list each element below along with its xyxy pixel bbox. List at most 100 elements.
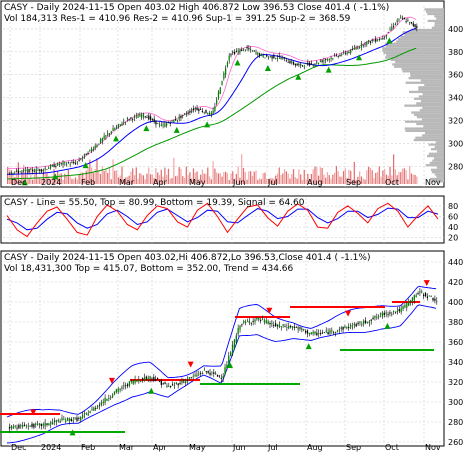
candle-body [394, 23, 397, 26]
volume-bar [235, 173, 237, 184]
candle-body [67, 162, 70, 164]
trend-candle-body [25, 427, 28, 429]
trend-x-tick-label: Mar [119, 443, 135, 452]
volume-bar [33, 170, 36, 184]
candle-body [391, 26, 393, 30]
trend-candle-body [14, 425, 16, 427]
volume-profile-bar [390, 58, 444, 61]
volume-bar [401, 168, 404, 184]
trend-candle-body [319, 332, 322, 334]
candle-body [378, 39, 380, 40]
candle-body [158, 124, 161, 126]
sell-arrow-icon [108, 377, 115, 384]
trend-y-tick-label: 420 [448, 278, 463, 287]
volume-profile-bar [434, 15, 444, 18]
volume-profile-bar [430, 177, 444, 181]
candle-body [262, 55, 264, 57]
volume-bar [262, 173, 264, 184]
candle-body [319, 61, 321, 63]
volume-bar [371, 170, 373, 184]
candle-body [412, 23, 414, 26]
volume-bar [180, 168, 182, 184]
trend-candle-body [153, 377, 155, 381]
candle-body [116, 126, 118, 129]
candle-body [74, 162, 77, 165]
candle-body [117, 124, 120, 127]
candle-body [107, 133, 109, 136]
volume-bar [65, 175, 68, 184]
trend-candle-body [31, 423, 33, 427]
volume-bar [257, 179, 259, 184]
volume-profile-bar [422, 134, 444, 137]
candle-body [205, 109, 207, 114]
volume-bar [155, 168, 157, 184]
volume-bar [67, 169, 70, 184]
price-y-tick-label: 340 [448, 94, 463, 103]
candle-body [344, 52, 346, 54]
volume-bar [317, 175, 320, 184]
buy-arrow-icon [295, 73, 302, 80]
volume-profile-bar [434, 24, 444, 27]
volume-profile-bar [384, 56, 444, 59]
price-x-tick-label: Apr [153, 178, 168, 187]
buy-arrow-icon [143, 125, 150, 132]
trend-candle-body [168, 386, 170, 388]
candle-body [98, 143, 100, 145]
volume-profile-bar [418, 88, 444, 91]
volume-profile-bar [415, 136, 444, 139]
candle-body [367, 40, 370, 42]
trend-candle-body [256, 317, 258, 320]
volume-profile-bar [425, 164, 444, 167]
trend-x-tick-label: Apr [153, 443, 168, 452]
trend-candle-body [102, 402, 104, 404]
volume-bar [271, 178, 273, 184]
candle-body [30, 168, 32, 170]
trend-y-tick-label: 440 [448, 258, 463, 267]
volume-profile-bar [416, 122, 444, 126]
trend-candle-body [385, 312, 387, 314]
candle-body [283, 57, 286, 59]
candle-body [296, 63, 298, 66]
trend-candle-body [436, 301, 438, 302]
volume-bar [51, 176, 53, 184]
candle-body [101, 138, 103, 141]
volume-bar [337, 171, 339, 184]
candle-body [269, 56, 271, 58]
candle-body [174, 119, 177, 121]
volume-bar [335, 165, 338, 184]
trend-candle-body [134, 379, 136, 383]
candle-body [410, 22, 413, 24]
volume-profile-bar [432, 159, 444, 162]
buy-arrow-icon [148, 387, 155, 394]
volume-bar [244, 172, 246, 184]
candle-body [55, 165, 57, 167]
volume-bar [334, 172, 336, 184]
volume-bar [278, 167, 280, 184]
volume-bar [162, 176, 164, 184]
candle-body [280, 57, 282, 60]
candle-body [405, 21, 407, 23]
trend-candle-body [368, 321, 370, 323]
volume-bar [167, 168, 170, 184]
trend-x-tick-label: Jul [267, 443, 278, 452]
trend-candle-body [143, 377, 146, 381]
candle-body [216, 99, 218, 104]
volume-bar [223, 172, 225, 184]
price-y-axis: 280 300 320 340 360 380 400 [448, 25, 463, 171]
trend-candle-body [374, 315, 376, 318]
volume-bar [78, 173, 80, 184]
volume-bar [21, 171, 23, 184]
signal-arrows [21, 37, 393, 186]
candle-body [128, 119, 130, 121]
trend-y-tick-label: 320 [448, 378, 463, 387]
trend-candle-body [355, 323, 357, 327]
volume-bar [362, 178, 364, 184]
trend-y-tick-label: 260 [448, 438, 463, 447]
trend-candle-body [342, 326, 344, 330]
volume-bar [328, 175, 330, 184]
trend-candle-body [132, 380, 134, 384]
trend-candle-body [136, 380, 138, 382]
volume-bar [366, 170, 368, 184]
trend-candle-body [244, 321, 247, 323]
